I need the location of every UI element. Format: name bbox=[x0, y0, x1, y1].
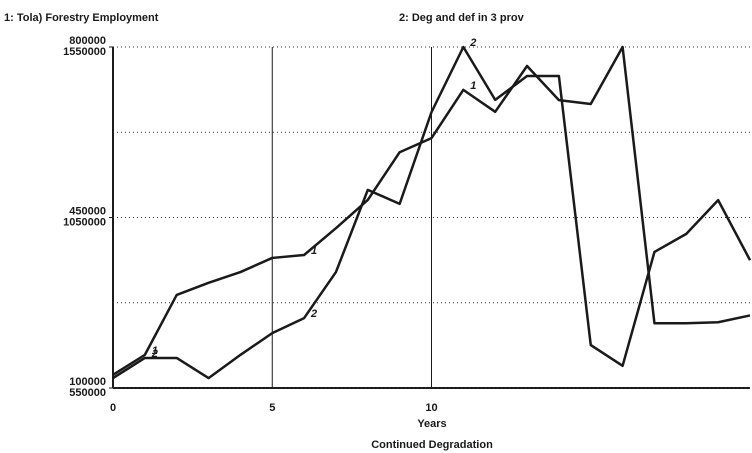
series-1-title: 1: Tola) Forestry Employment bbox=[4, 12, 159, 24]
page: {"chart_data": {"type": "line", "titles"… bbox=[0, 0, 752, 453]
series-2-title: 2: Deg and def in 3 prov bbox=[399, 12, 525, 24]
series-label: 2 bbox=[310, 308, 317, 320]
x-tick-label: 0 bbox=[110, 402, 116, 414]
y2-tick-label: 1550000 bbox=[63, 46, 106, 58]
series-label: 2 bbox=[151, 348, 158, 360]
series-label: 1 bbox=[311, 245, 317, 257]
series-label: 2 bbox=[469, 37, 476, 49]
chart: 1: Tola) Forestry Employment 2: Deg and … bbox=[0, 0, 752, 453]
series-label: 1 bbox=[470, 80, 476, 92]
x-tick-label: 5 bbox=[269, 402, 275, 414]
y2-tick-label: 550000 bbox=[69, 387, 106, 399]
y2-tick-label: 1050000 bbox=[63, 216, 106, 228]
chart-subtitle: Continued Degradation bbox=[371, 439, 493, 451]
x-tick-label: 10 bbox=[425, 402, 437, 414]
x-axis-label: Years bbox=[417, 418, 446, 430]
